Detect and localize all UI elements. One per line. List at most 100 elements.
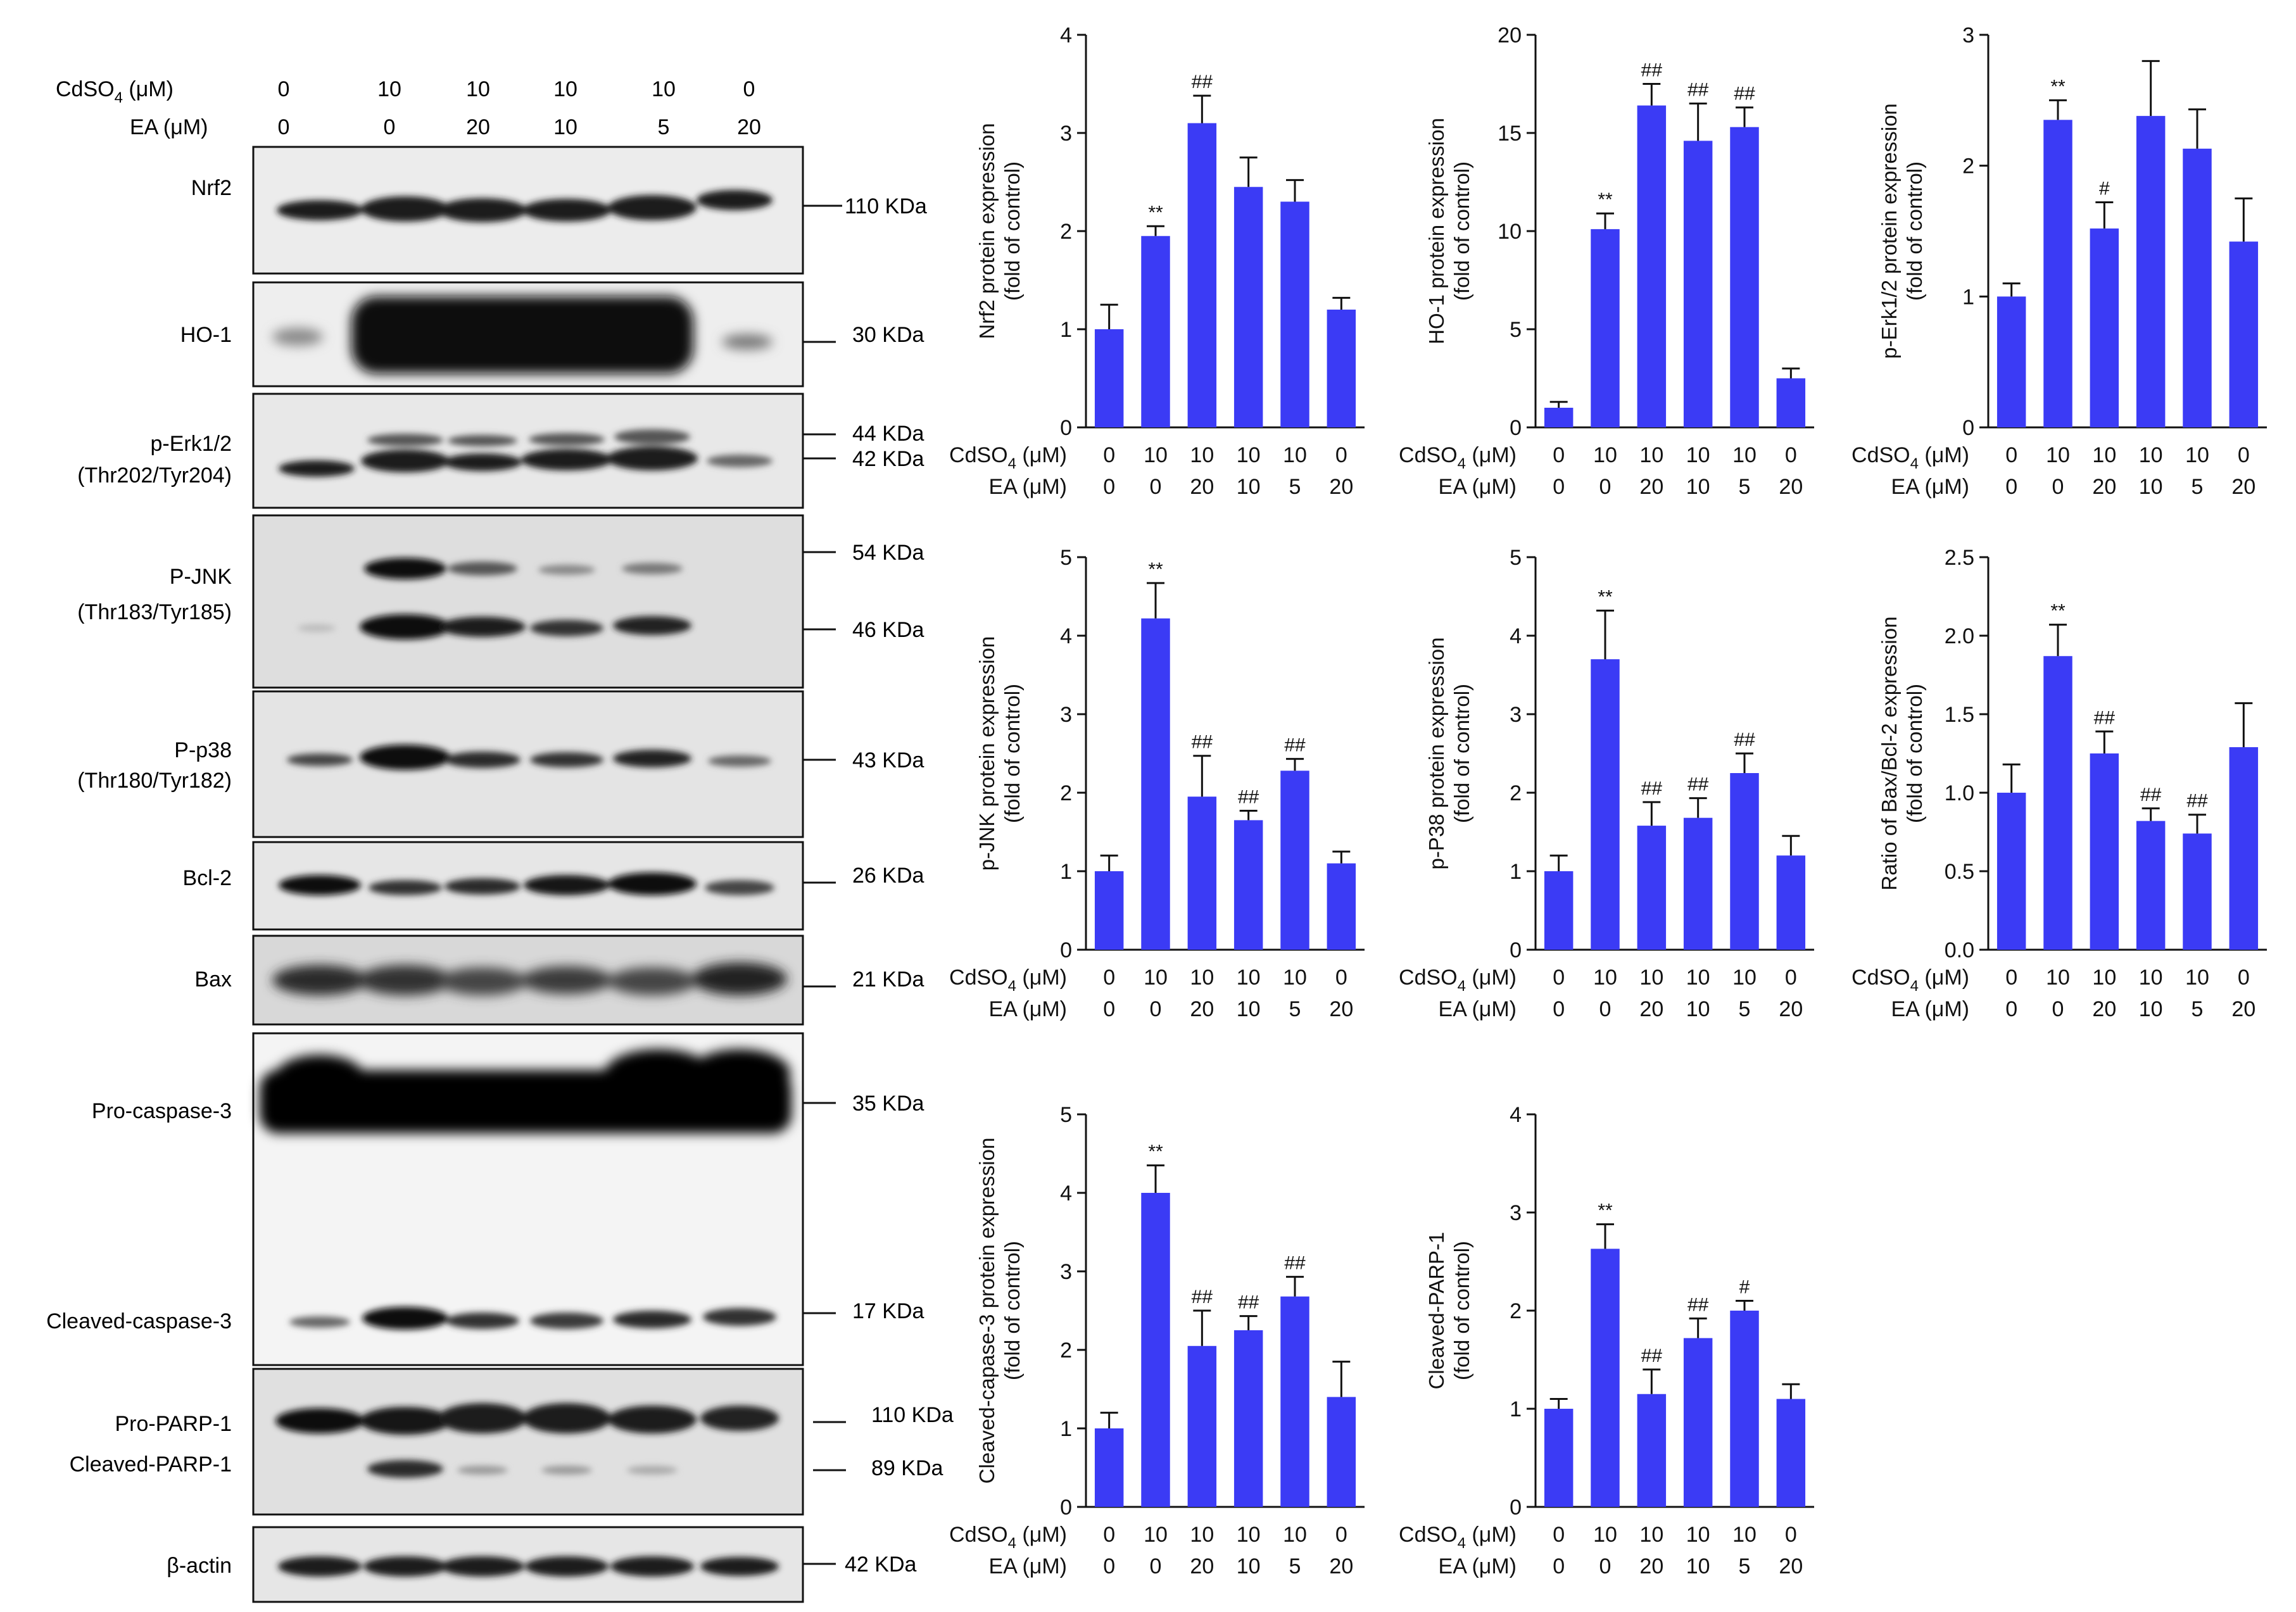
y-tick-label: 15 — [1498, 122, 1522, 146]
bar — [1637, 1394, 1667, 1507]
y-tick-label: 3 — [1060, 1260, 1072, 1284]
ea-category-label: 20 — [1190, 475, 1214, 499]
significance-label: ## — [1238, 1292, 1259, 1313]
y-tick-label: 2.5 — [1945, 546, 1974, 570]
cdso4-category-label: 10 — [1639, 966, 1663, 990]
bar — [1187, 123, 1217, 427]
cdso4-category-label: 10 — [1732, 966, 1757, 990]
y-axis-title: p-JNK protein expression(fold of control… — [975, 636, 1024, 871]
kda-marker: 42 KDa — [845, 1552, 916, 1577]
y-tick-label: 5 — [1060, 1103, 1072, 1127]
significance-label: ## — [1284, 735, 1306, 756]
bar — [2090, 228, 2119, 427]
ea-category-label: 0 — [2052, 997, 2064, 1021]
cdso4-category-label: 10 — [1190, 1523, 1214, 1547]
significance-label: ** — [1598, 586, 1613, 607]
blot-label: HO-1 — [180, 323, 232, 347]
kda-marker: 43 KDa — [852, 748, 924, 772]
y-tick-label: 4 — [1060, 1181, 1072, 1206]
bar — [1544, 408, 1574, 427]
bar — [2183, 833, 2212, 950]
cdso4-category-label: 0 — [1103, 443, 1115, 467]
ea-category-label: 20 — [1639, 1554, 1663, 1578]
significance-label: ** — [1148, 202, 1163, 223]
bar — [2136, 821, 2166, 950]
y-tick-label: 1 — [1060, 318, 1072, 342]
bar — [2229, 747, 2259, 950]
kda-marker: 26 KDa — [852, 864, 924, 888]
cdso4-value: 0 — [278, 77, 290, 101]
treatment-header: CdSO4 (μM) EA (μM) 0 10 10 10 10 0 0 0 2… — [56, 77, 761, 139]
y-tick-label: 4 — [1060, 23, 1072, 47]
y-tick-label: 1.0 — [1945, 781, 1974, 805]
ea-category-label: 10 — [1237, 1554, 1261, 1578]
y-axis-title-line: (fold of control) — [1000, 161, 1024, 301]
y-tick-label: 0.0 — [1945, 938, 1974, 962]
cdso4-category-label: 0 — [2005, 443, 2017, 467]
y-axis-title: p-Erk1/2 protein expression(fold of cont… — [1877, 103, 1926, 359]
y-tick-label: 2 — [1510, 1299, 1522, 1323]
significance-label: # — [2099, 179, 2110, 199]
ea-row-label: EA (μM) — [1891, 997, 1969, 1021]
y-axis-title-line: (fold of control) — [1903, 161, 1926, 301]
cdso4-category-label: 0 — [2005, 966, 2017, 990]
significance-label: ## — [1687, 1294, 1709, 1315]
cdso4-value: 0 — [743, 77, 755, 101]
bar — [1544, 871, 1574, 950]
cdso4-category-label: 10 — [1593, 443, 1617, 467]
cdso4-row-label: CdSO4 (μM) — [950, 966, 1067, 995]
cdso4-row-label: CdSO4 (μM) — [1399, 966, 1517, 995]
bar — [1776, 1399, 1806, 1507]
bar — [1776, 855, 1806, 950]
bar — [1683, 817, 1713, 950]
cdso4-value: 10 — [377, 77, 401, 101]
ea-category-label: 0 — [1599, 1554, 1612, 1578]
bar-chart: 0 1 2 3 4 Nrf2 protein expression(fold of con… — [950, 23, 1365, 499]
y-tick-label: 0 — [1060, 1496, 1072, 1520]
bar — [2183, 148, 2212, 428]
ea-category-label: 20 — [1329, 997, 1353, 1021]
significance-label: ** — [1148, 1142, 1163, 1162]
ea-category-label: 0 — [1599, 475, 1612, 499]
kda-marker: 44 KDa — [852, 422, 924, 446]
ea-category-label: 10 — [1686, 997, 1710, 1021]
ea-category-label: 20 — [2231, 997, 2255, 1021]
y-tick-label: 20 — [1498, 23, 1522, 47]
y-axis-title-line: Ratio of Bax/Bcl-2 expression — [1877, 617, 1901, 891]
y-axis-title-line: (fold of control) — [1903, 684, 1926, 823]
ea-value: 0 — [384, 115, 396, 139]
cdso4-category-label: 10 — [1237, 1523, 1261, 1547]
ea-row-label: EA (μM) — [1439, 1554, 1517, 1578]
cdso4-category-label: 10 — [1686, 443, 1710, 467]
blot-label: Pro-PARP-1 — [115, 1412, 232, 1436]
ea-header-label: EA (μM) — [130, 115, 208, 139]
cdso4-category-label: 0 — [1103, 966, 1115, 990]
ea-category-label: 10 — [1686, 1554, 1710, 1578]
y-tick-label: 3 — [1060, 122, 1072, 146]
ea-value: 20 — [466, 115, 490, 139]
cdso4-category-label: 10 — [1237, 966, 1261, 990]
bar — [2090, 753, 2119, 950]
ea-category-label: 10 — [2139, 997, 2163, 1021]
blot-label: (Thr180/Tyr182) — [77, 769, 232, 793]
y-axis-title-line: (fold of control) — [1450, 1241, 1473, 1380]
y-tick-label: 4 — [1060, 624, 1072, 648]
significance-label: ## — [1641, 60, 1663, 81]
y-axis-title-line: (fold of control) — [1000, 684, 1024, 823]
blot-label: Pro-caspase-3 — [92, 1099, 232, 1123]
significance-label: ## — [1734, 729, 1755, 750]
y-tick-label: 0 — [1510, 1496, 1522, 1520]
bar — [1327, 863, 1356, 950]
bar — [1233, 1330, 1263, 1507]
ea-category-label: 20 — [2092, 997, 2116, 1021]
ea-value: 20 — [737, 115, 761, 139]
cdso4-category-label: 0 — [1335, 1523, 1347, 1547]
blot-beta-actin: β-actin 42 KDa — [167, 1526, 916, 1603]
ea-category-label: 5 — [1739, 475, 1751, 499]
ea-category-label: 20 — [1639, 475, 1663, 499]
blot-pjnk: P-JNK (Thr183/Tyr185) 54 KDa 46 KDa — [77, 514, 924, 689]
bar — [1233, 187, 1263, 427]
bar — [1280, 771, 1309, 950]
bar — [1730, 1311, 1759, 1507]
